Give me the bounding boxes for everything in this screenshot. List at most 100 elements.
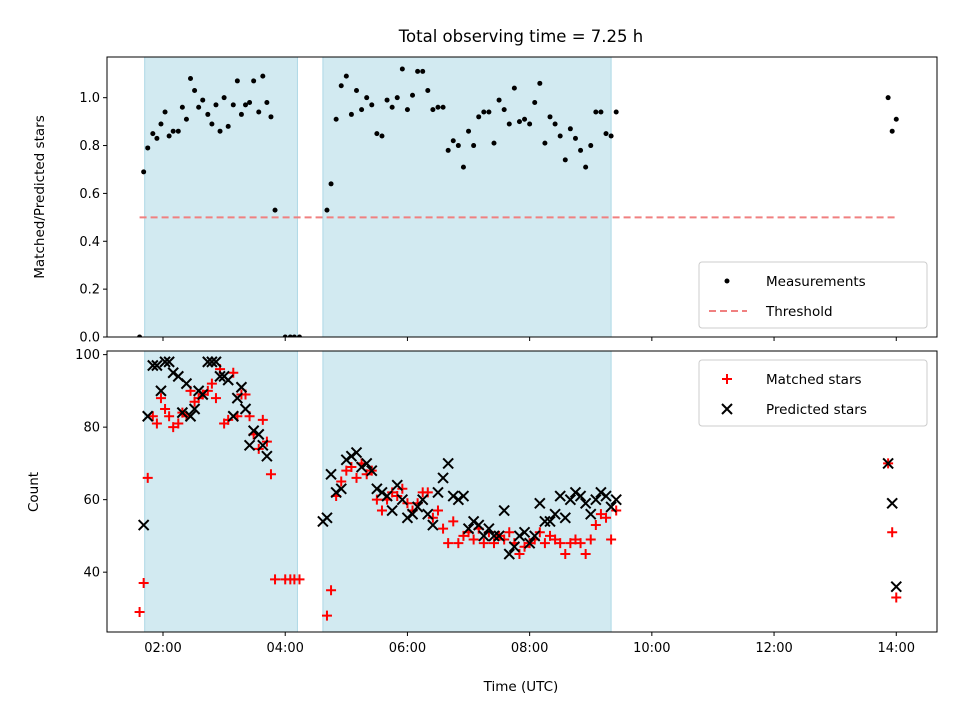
data-point [321,610,332,621]
data-point [890,580,902,593]
data-point [397,483,408,494]
legend: Measurements Threshold [698,261,928,329]
data-point [210,393,221,404]
series-group [134,356,902,621]
y-tick-label: 0.8 [79,139,100,154]
axes-frame [106,56,938,338]
x-tick-label: 04:00 [266,641,303,656]
data-point [225,123,231,129]
data-point [179,104,185,110]
data-point [889,128,895,134]
data-point [583,164,589,170]
data-point [253,428,265,441]
data-point [379,133,385,139]
data-point [523,537,536,549]
data-point [270,574,281,585]
data-point [550,534,561,545]
data-point [396,493,409,506]
x-tick-label: 14:00 [878,641,915,656]
data-point [141,169,147,175]
data-point [570,534,581,545]
data-point [155,385,167,397]
data-point [243,102,249,108]
data-point [457,490,470,502]
data-point [256,109,262,115]
data-point [151,418,162,429]
data-point [175,128,181,134]
data-point [206,378,217,389]
data-point [539,538,550,549]
data-point [522,116,528,122]
data-point [453,538,464,549]
data-point [265,469,276,480]
data-point [593,109,599,115]
data-point [340,454,353,466]
data-point [374,131,380,137]
data-point [384,97,390,103]
data-point [608,133,614,139]
data-point [338,83,344,89]
data-point [196,104,202,110]
data-point [166,133,172,139]
data-point [333,116,339,122]
data-point [478,538,489,549]
y-tick-label: 40 [83,566,100,581]
data-point [885,95,891,101]
x-tick-label: 12:00 [755,641,792,656]
y-tick-label: 80 [83,421,100,436]
data-point [210,356,222,368]
data-point [345,450,358,462]
data-point [202,385,213,396]
data-point [222,374,234,386]
data-point [468,534,479,545]
data-point [462,522,475,535]
data-point [183,116,189,122]
data-point [562,157,568,163]
data-point [503,548,515,560]
data-point [518,526,531,538]
data-point [162,109,168,115]
data-point [476,114,482,120]
data-point [355,461,368,473]
data-point [481,109,487,115]
data-point [184,410,197,422]
data-point [564,493,577,506]
data-point [483,522,495,535]
data-point [460,164,466,170]
data-point [147,359,159,372]
data-point [137,334,143,337]
data-point [325,468,337,480]
data-point [260,73,266,79]
data-point [151,359,163,372]
data-point [467,515,480,528]
data-point [223,414,234,425]
data-point [163,356,175,368]
y-tick-label: 0.6 [79,187,100,202]
data-point [585,508,597,520]
data-point [394,95,400,101]
data-point [282,334,288,337]
data-point [261,450,273,462]
data-point [438,523,449,534]
data-point [567,126,573,132]
data-point [471,143,477,149]
data-point [324,207,330,213]
data-point [217,128,223,134]
data-point [450,138,456,144]
observing-interval-shade [144,56,298,338]
data-point [506,121,512,127]
data-point [138,578,149,589]
data-point [527,121,533,127]
data-point [376,486,388,499]
data-point [891,592,902,603]
data-point [180,377,193,390]
data-point [504,527,515,538]
x-tick-label: 02:00 [144,641,181,656]
data-point [499,534,510,545]
top-panel: 0.0 0.2 0.4 0.6 0.8 1.0 Measurements Threshold [79,56,938,346]
data-point [158,121,164,127]
data-point [197,388,209,401]
data-point [425,88,431,94]
data-point [611,505,622,516]
data-point [188,403,201,415]
